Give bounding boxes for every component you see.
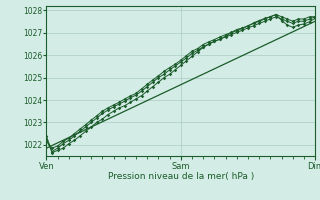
X-axis label: Pression niveau de la mer( hPa ): Pression niveau de la mer( hPa ) xyxy=(108,172,254,181)
